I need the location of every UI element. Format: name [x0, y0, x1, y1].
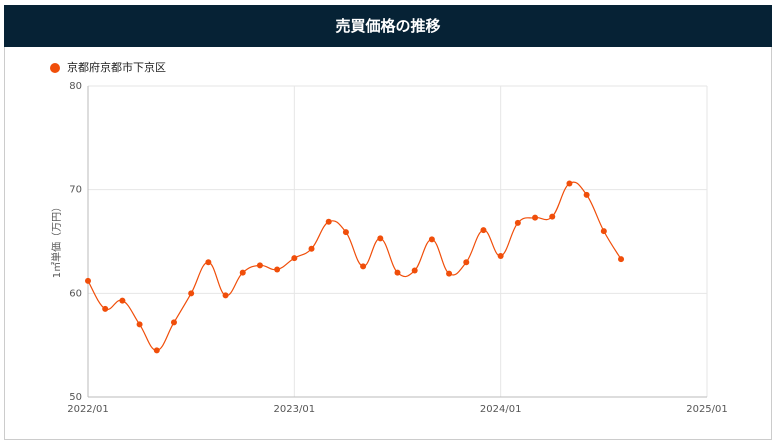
point [102, 305, 109, 312]
point [274, 266, 281, 273]
line [87, 181, 622, 351]
legend-label: 京都府京都市下京区 [67, 60, 166, 74]
x-tick-label: 2023/01 [274, 404, 316, 415]
point [463, 259, 470, 266]
point [188, 290, 195, 297]
point [222, 292, 229, 299]
y-axis-label: 1㎡単価（万円） [50, 202, 63, 278]
point [446, 270, 453, 277]
point [136, 321, 143, 328]
point [600, 228, 607, 235]
y-tick-label: 70 [69, 185, 82, 196]
point [377, 235, 384, 242]
point [549, 213, 556, 220]
y-tick-label: 60 [69, 288, 82, 299]
x-tick-label: 2022/01 [67, 404, 109, 415]
point [170, 319, 177, 326]
x-tick-label: 2025/01 [686, 404, 728, 415]
point [153, 347, 160, 354]
point [411, 267, 418, 274]
y-tick-label: 50 [69, 392, 82, 403]
point [325, 218, 332, 225]
x-tick-label: 2024/01 [480, 404, 522, 415]
point [256, 262, 263, 269]
point [428, 236, 435, 243]
point [205, 259, 212, 266]
point [532, 214, 539, 221]
header-title: 売買価格の推移 [4, 5, 772, 47]
point [566, 180, 573, 187]
point [308, 245, 315, 252]
point [514, 219, 521, 226]
point [342, 229, 349, 236]
point [119, 297, 126, 304]
point [85, 277, 91, 284]
point [583, 191, 590, 198]
point [239, 269, 246, 276]
point [360, 263, 367, 270]
point [480, 227, 487, 234]
y-tick-label: 80 [69, 81, 82, 92]
point [394, 269, 401, 276]
point [497, 253, 504, 260]
legend-marker [50, 63, 60, 73]
point [618, 256, 625, 263]
point [291, 255, 298, 262]
